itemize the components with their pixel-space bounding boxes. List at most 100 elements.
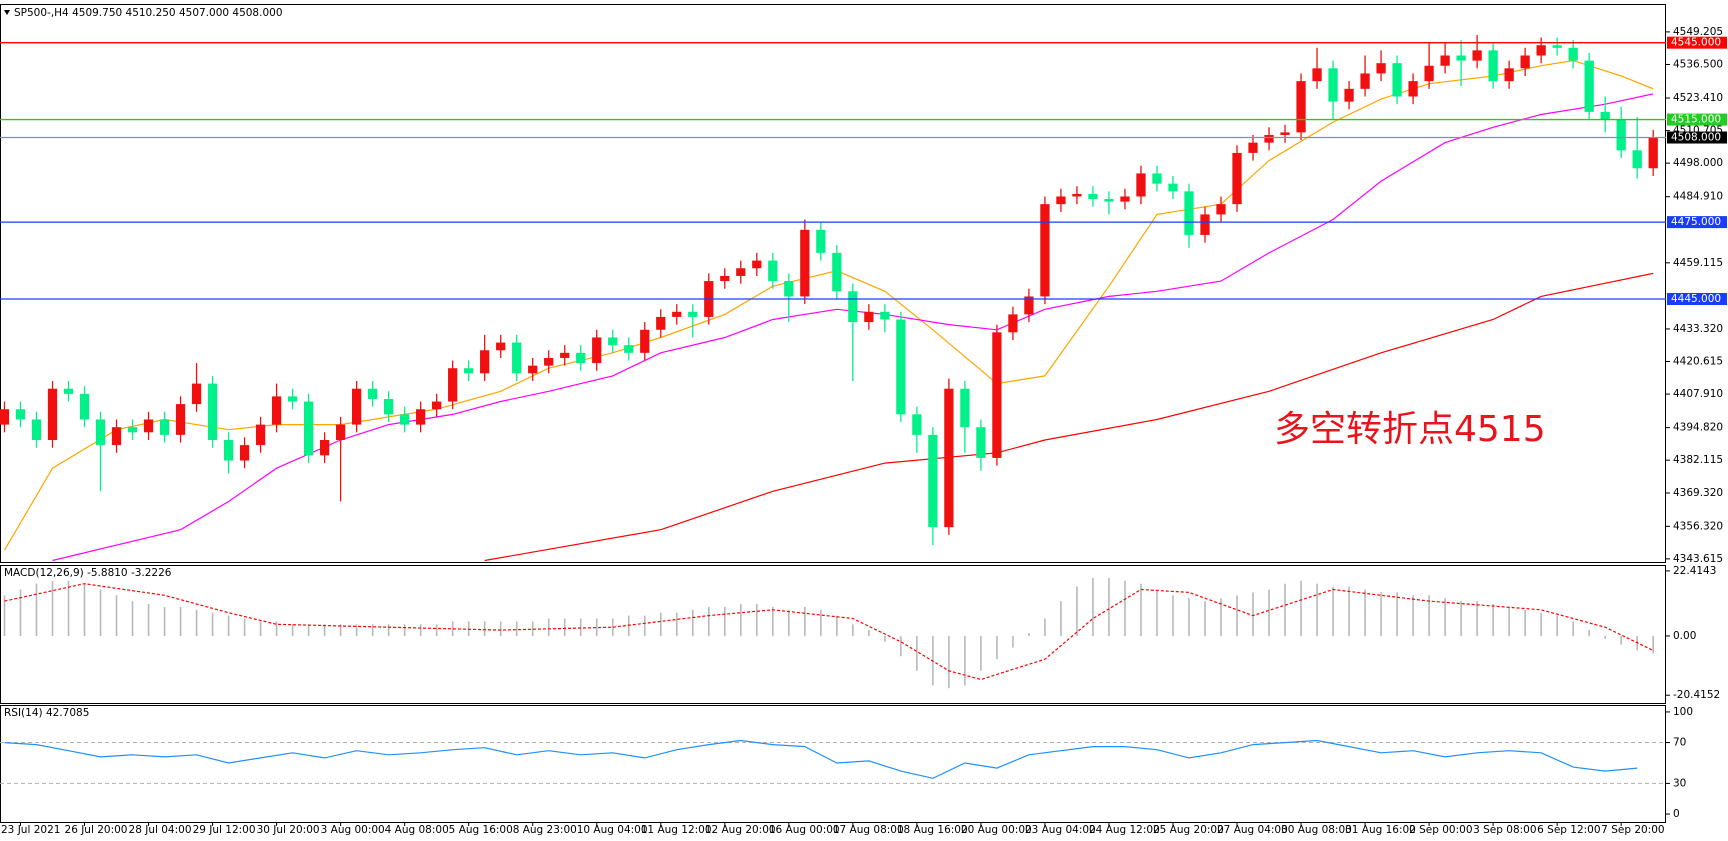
candle-body xyxy=(1376,63,1386,74)
x-tick-label: 30 Jul 20:00 xyxy=(257,824,320,836)
macd-bar xyxy=(1604,635,1606,639)
macd-bar xyxy=(563,618,566,636)
y-tick-label: 4382.115 xyxy=(1673,454,1723,466)
macd-bar xyxy=(1060,601,1062,636)
candle-body xyxy=(784,281,794,297)
level-label-bg xyxy=(1667,216,1727,229)
x-tick-label: 4 Aug 08:00 xyxy=(385,824,449,836)
macd-bar xyxy=(1124,580,1126,636)
candle-body xyxy=(976,427,986,458)
candle-body xyxy=(1056,196,1066,205)
x-tick-label: 27 Aug 04:00 xyxy=(1217,824,1288,836)
candle-body xyxy=(768,260,778,282)
y-tick-label: 0 xyxy=(1673,808,1680,820)
macd-bar xyxy=(83,583,86,636)
macd-bar xyxy=(211,612,214,636)
annotation: 多空转折点4515 xyxy=(1274,409,1546,450)
candle-body xyxy=(560,352,570,358)
macd-signal xyxy=(4,583,1654,681)
candle-body xyxy=(496,342,506,351)
candle-body xyxy=(367,388,378,399)
x-tick-label: 16 Aug 00:00 xyxy=(769,824,840,836)
candle-body xyxy=(608,337,618,346)
macd-bar xyxy=(996,635,998,660)
y-tick-label: 100 xyxy=(1673,706,1693,718)
macd-bar xyxy=(259,621,262,636)
macd-bar xyxy=(1524,609,1526,636)
macd-bar xyxy=(3,595,6,636)
candle-body xyxy=(1120,196,1130,202)
macd-bar xyxy=(451,621,454,636)
candle-body xyxy=(816,229,826,253)
candle-body xyxy=(1312,68,1322,82)
candle-body xyxy=(576,352,586,364)
macd-bar xyxy=(948,635,950,689)
candle-body xyxy=(1648,137,1658,169)
macd-bar xyxy=(1332,586,1334,636)
candle-body xyxy=(1328,68,1338,102)
candle-body xyxy=(448,368,458,402)
macd-bar xyxy=(1444,598,1446,636)
candle-body xyxy=(223,439,234,461)
candle-body xyxy=(111,427,122,446)
candle-body xyxy=(1184,191,1194,235)
candle-body xyxy=(63,388,74,394)
candle-body xyxy=(464,368,474,374)
candle-body xyxy=(319,439,330,456)
macd-bar xyxy=(1284,583,1286,636)
candle-body xyxy=(800,229,810,297)
macd-bar xyxy=(1620,635,1622,645)
macd-bar xyxy=(355,624,358,636)
macd-bar xyxy=(1140,583,1142,636)
macd-bar xyxy=(1508,606,1510,636)
candle-body xyxy=(1504,68,1514,82)
macd-bar xyxy=(1492,604,1494,636)
macd-bar xyxy=(675,612,678,636)
macd-bar xyxy=(611,618,614,636)
y-tick-label: 4459.115 xyxy=(1673,257,1723,269)
y-tick-label: 4549.205 xyxy=(1673,26,1723,38)
candle-body xyxy=(1040,204,1050,297)
y-tick-label: 4484.910 xyxy=(1673,191,1723,203)
candle-body xyxy=(1152,173,1162,184)
macd-bar xyxy=(435,624,438,636)
x-tick-label: 12 Aug 20:00 xyxy=(705,824,776,836)
macd-bar xyxy=(1364,589,1366,636)
candle-body xyxy=(1024,296,1034,315)
candle-body xyxy=(207,383,218,440)
macd-bar xyxy=(916,635,918,671)
candle-body xyxy=(303,401,314,456)
candle-body xyxy=(624,345,634,353)
level-label: 4545.000 xyxy=(1671,37,1721,49)
candle-body xyxy=(1200,214,1210,235)
macd-bar xyxy=(1188,598,1190,636)
candle-body xyxy=(191,383,202,405)
candle-body xyxy=(736,268,746,276)
macd-bar xyxy=(1572,621,1574,636)
candle-body xyxy=(544,357,554,366)
x-tick-label: 3 Sep 08:00 xyxy=(1473,824,1536,836)
candle-body xyxy=(848,291,858,323)
candle-body xyxy=(143,419,154,433)
candle-body xyxy=(1552,45,1562,48)
candle-body xyxy=(15,409,26,420)
candle-body xyxy=(127,427,138,433)
candle-body xyxy=(1392,63,1402,97)
candle-body xyxy=(1568,47,1578,61)
level-label: 4515.000 xyxy=(1671,114,1721,126)
macd-bar xyxy=(884,635,886,642)
macd-bar xyxy=(836,615,838,636)
candle-body xyxy=(1536,45,1546,56)
level-label: 4475.000 xyxy=(1671,216,1721,228)
y-tick-label: 0.00 xyxy=(1673,630,1696,642)
candle-body xyxy=(1488,50,1498,82)
x-tick-label: 10 Aug 04:00 xyxy=(577,824,648,836)
macd-bar xyxy=(723,606,726,636)
macd-bar xyxy=(99,589,102,636)
y-tick-label: 70 xyxy=(1673,737,1686,749)
macd-bar xyxy=(243,618,246,636)
macd-bar xyxy=(900,635,902,657)
candle-body xyxy=(1584,60,1594,112)
candle-body xyxy=(1616,119,1626,151)
macd-bar xyxy=(1220,598,1222,636)
